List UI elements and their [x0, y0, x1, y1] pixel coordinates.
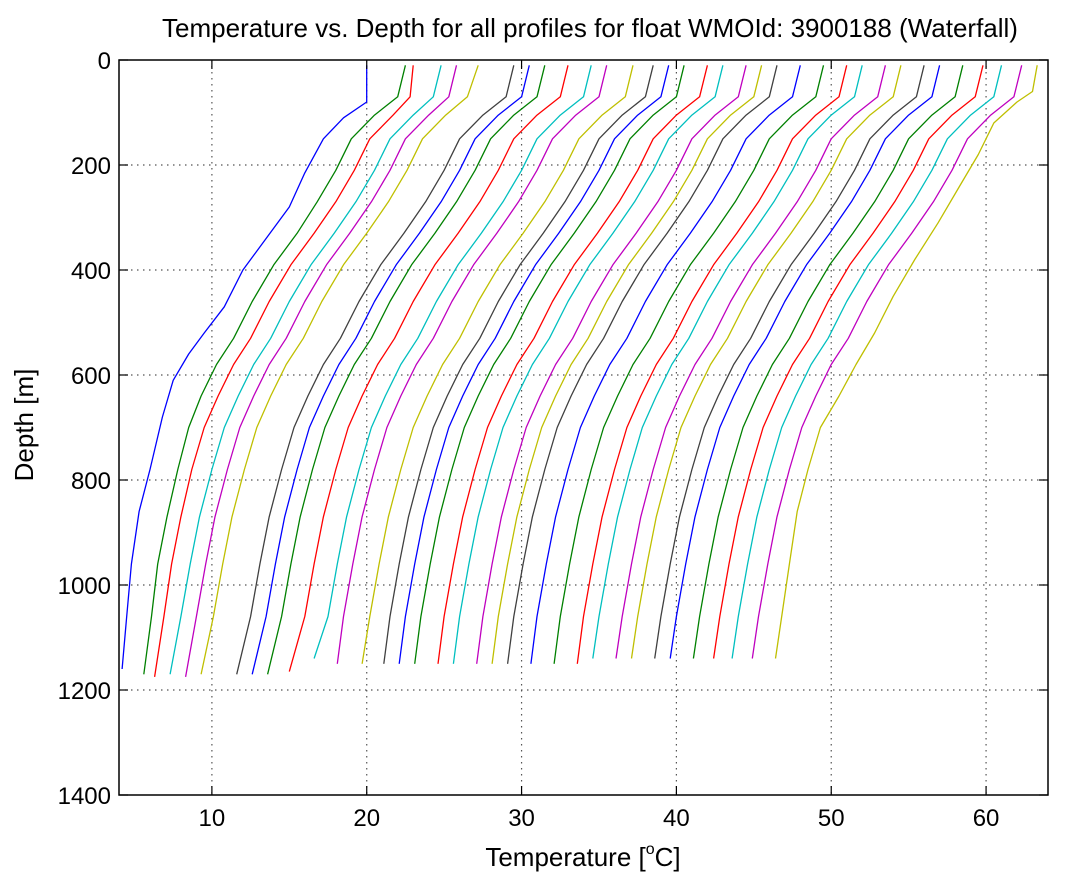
profile-line-2 — [143, 65, 407, 675]
profile-line-12 — [336, 65, 608, 664]
profile-line-8 — [251, 65, 530, 675]
profile-line-30 — [692, 65, 964, 659]
profile-line-10 — [288, 65, 569, 672]
profile-line-21 — [506, 65, 778, 664]
profile-line-1 — [121, 65, 368, 670]
profile-line-9 — [266, 65, 546, 675]
x-tick-label: 50 — [818, 805, 845, 832]
profile-line-22 — [530, 65, 801, 664]
profile-line-17 — [437, 65, 709, 664]
profile-line-29 — [669, 65, 941, 659]
profile-line-26 — [615, 65, 887, 659]
profile-line-19 — [476, 65, 747, 664]
x-axis-ticks: 10 20 30 40 50 60 — [199, 60, 1000, 832]
profile-line-34 — [774, 65, 1038, 659]
y-tick-label: 600 — [71, 363, 111, 390]
x-tick-label: 30 — [508, 805, 535, 832]
profile-line-13 — [361, 65, 634, 664]
profile-line-3 — [153, 65, 414, 677]
x-tick-label: 20 — [353, 805, 380, 832]
y-axis-ticks: 0 200 400 600 800 1000 1200 1400 — [58, 48, 1048, 810]
profile-line-20 — [491, 65, 763, 664]
series-group — [121, 65, 1038, 678]
x-tick-label: 60 — [973, 805, 1000, 832]
profile-line-32 — [731, 65, 1003, 659]
plot-area — [118, 59, 1049, 796]
profile-line-11 — [313, 65, 592, 659]
x-axis-label-main: Temperature [ — [485, 842, 646, 872]
profile-line-24 — [576, 65, 848, 664]
profile-line-33 — [751, 65, 1023, 659]
grid-lines — [119, 60, 1048, 795]
profile-line-5 — [184, 65, 458, 678]
profile-line-31 — [712, 65, 984, 659]
profile-line-4 — [169, 65, 442, 675]
profile-line-18 — [452, 65, 724, 664]
x-tick-label: 40 — [663, 805, 690, 832]
chart-title: Temperature vs. Depth for all profiles f… — [162, 13, 1018, 43]
y-tick-label: 1000 — [58, 573, 111, 600]
x-axis-label-superscript: o — [646, 841, 655, 858]
profile-line-16 — [414, 65, 685, 664]
profile-line-6 — [200, 65, 479, 675]
profile-line-28 — [654, 65, 925, 659]
y-tick-label: 400 — [71, 258, 111, 285]
x-tick-label: 10 — [199, 805, 226, 832]
y-tick-label: 1200 — [58, 678, 111, 705]
profile-line-14 — [383, 65, 654, 664]
profile-line-15 — [398, 65, 670, 664]
y-tick-label: 1400 — [58, 783, 111, 810]
y-axis-label: Depth [m] — [9, 369, 39, 482]
y-tick-label: 200 — [71, 153, 111, 180]
profile-line-23 — [553, 65, 825, 664]
x-axis-label: Temperature [oC] — [485, 841, 680, 872]
profile-line-27 — [630, 65, 902, 659]
y-tick-label: 800 — [71, 468, 111, 495]
x-axis-label-tail: C] — [655, 842, 681, 872]
y-tick-label: 0 — [98, 48, 111, 75]
profile-line-7 — [236, 65, 515, 675]
profile-line-25 — [592, 65, 863, 659]
